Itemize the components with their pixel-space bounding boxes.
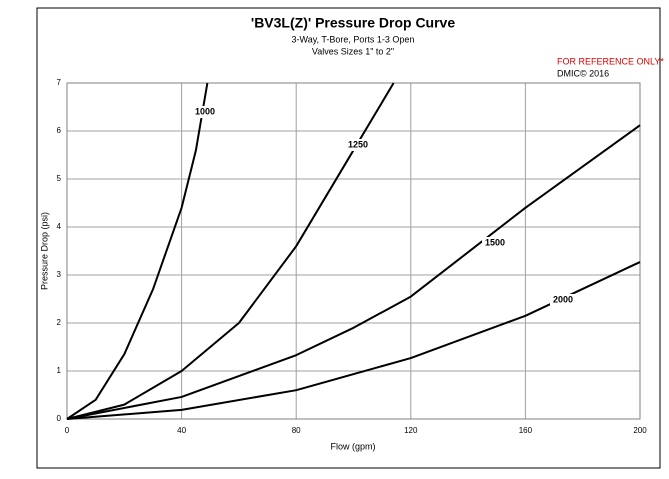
x-tick-label: 80 [292, 426, 301, 435]
y-tick-label: 6 [57, 126, 62, 135]
series-line [66, 124, 641, 420]
chart-title: 'BV3L(Z)' Pressure Drop Curve [251, 15, 455, 31]
x-tick-label: 160 [519, 426, 533, 435]
plot-frame [66, 82, 641, 420]
y-tick-label: 5 [57, 174, 62, 183]
curve-label: 2000 [553, 294, 573, 304]
chart-border [36, 7, 661, 469]
series-line [66, 261, 641, 420]
annotation: FOR REFERENCE ONLY* [557, 56, 664, 66]
subtitle: 3-Way, T-Bore, Ports 1-3 Open [292, 34, 415, 44]
x-tick-label: 200 [633, 426, 647, 435]
x-tick-label: 0 [65, 426, 70, 435]
x-tick-label: 40 [177, 426, 186, 435]
series-line [66, 82, 209, 420]
y-tick-label: 0 [57, 414, 62, 423]
curve-label-bg [482, 237, 508, 249]
curve-label: 1000 [195, 106, 215, 116]
curve-label: 1250 [348, 139, 368, 149]
curve-label: 1500 [485, 237, 505, 247]
y-tick-label: 4 [57, 222, 62, 231]
subtitle: Valves Sizes 1" to 2" [312, 46, 394, 56]
y-tick-label: 1 [57, 366, 62, 375]
curve-label-bg [192, 106, 218, 118]
y-tick-label: 2 [57, 318, 62, 327]
y-tick-label: 7 [57, 78, 62, 87]
x-tick-label: 120 [404, 426, 418, 435]
curve-label-bg [345, 139, 371, 151]
y-tick-label: 3 [57, 270, 62, 279]
x-axis-label: Flow (gpm) [330, 441, 375, 451]
curve-label-bg [550, 294, 576, 306]
y-axis-label: Pressure Drop (psi) [39, 212, 49, 290]
annotation: DMIC© 2016 [557, 68, 609, 78]
